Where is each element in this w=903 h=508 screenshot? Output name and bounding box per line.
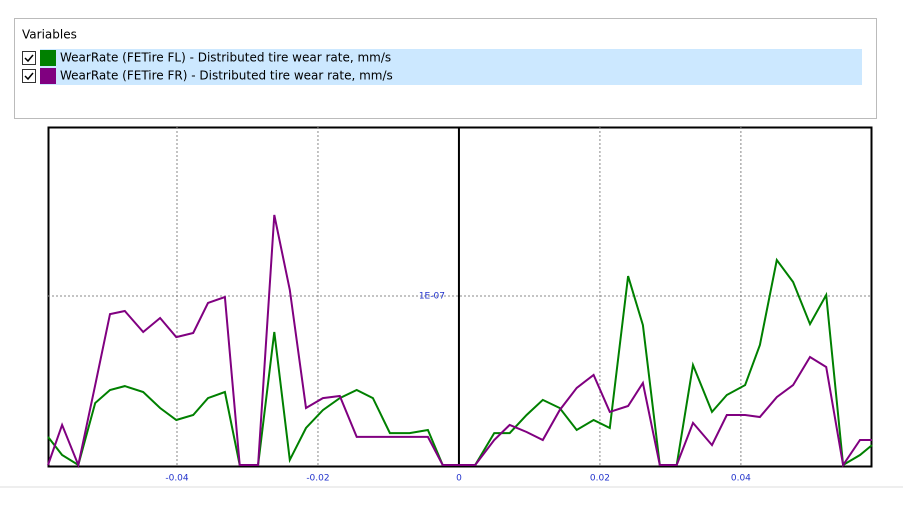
plot-frame (47, 126, 873, 468)
x-tick-label: 0.04 (731, 474, 751, 484)
x-tick-label: 0 (456, 474, 462, 484)
checkbox[interactable] (22, 69, 36, 83)
legend-swatch (40, 50, 56, 66)
legend-label: WearRate (FETire FR) - Distributed tire … (60, 69, 393, 83)
legend-label: WearRate (FETire FL) - Distributed tire … (60, 51, 391, 65)
legend: WearRate (FETire FL) - Distributed tire … (22, 49, 862, 85)
checkmark (24, 72, 34, 81)
checkbox[interactable] (22, 51, 36, 65)
x-tick-label: -0.02 (306, 474, 329, 484)
row-highlight (40, 67, 862, 85)
plot: -0.04 -0.02 0 0.02 0.04 1E-07 (47, 127, 873, 484)
legend-swatch (40, 68, 56, 84)
row-highlight (40, 49, 862, 67)
checkmark (24, 54, 34, 63)
series-line (47, 214, 872, 469)
y-tick-label: 1E-07 (419, 292, 445, 302)
x-tick-label: 0.02 (590, 474, 610, 484)
panel-title: Variables (22, 28, 77, 42)
x-tick-label: -0.04 (165, 474, 189, 484)
